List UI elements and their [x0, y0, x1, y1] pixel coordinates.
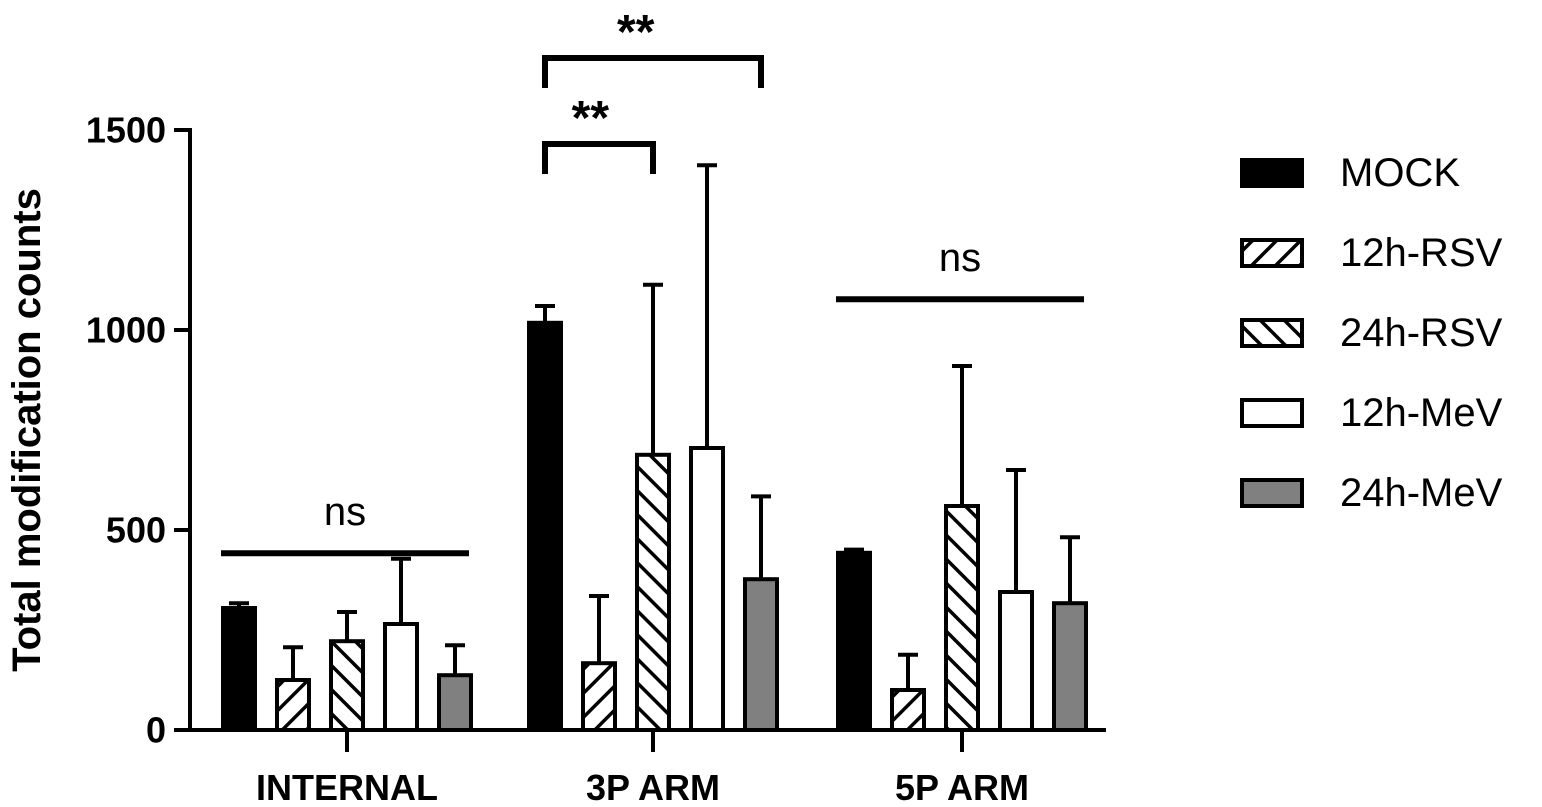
- y-tick-label: 1000: [86, 310, 166, 351]
- legend-label: 12h-RSV: [1340, 231, 1503, 275]
- significance-label: ns: [939, 236, 981, 280]
- legend-label: MOCK: [1340, 151, 1460, 195]
- legend-swatch: [1240, 318, 1304, 348]
- legend: MOCK 12h-RSV 24h-RSV 12h-MeV 24h-MeV: [1240, 151, 1503, 515]
- bar: [221, 606, 257, 732]
- legend-label: 24h-RSV: [1340, 311, 1503, 355]
- bar: [527, 320, 563, 732]
- legend-swatch: [1240, 478, 1304, 508]
- legend-swatch: [1240, 158, 1304, 188]
- y-tick-label: 1500: [86, 110, 166, 151]
- bar: [1052, 601, 1088, 733]
- y-axis-ticks: 0 500 1000 1500: [86, 110, 190, 751]
- significance-label: ns: [324, 490, 366, 534]
- legend-swatch: [1240, 238, 1304, 268]
- bar: [383, 622, 419, 732]
- bar: [998, 590, 1034, 732]
- legend-label: 24h-MeV: [1340, 471, 1503, 515]
- significance-bracket: [542, 141, 656, 174]
- legend-swatch: [1240, 398, 1304, 428]
- bar: [437, 673, 473, 733]
- significance-label: **: [617, 6, 655, 59]
- y-axis-label: Total modification counts: [5, 188, 49, 672]
- bar: [329, 639, 365, 733]
- bar: [743, 577, 779, 733]
- bar: [689, 446, 725, 732]
- significance-annotations: ns **** ns: [221, 6, 1084, 557]
- significance-label: **: [572, 92, 610, 145]
- bar: [836, 550, 872, 732]
- bar: [944, 504, 980, 732]
- x-tick-label: INTERNAL: [256, 767, 438, 807]
- x-tick-label: 5P ARM: [895, 767, 1029, 807]
- y-tick-label: 500: [106, 510, 166, 551]
- error-bars: [229, 163, 1080, 690]
- bar: [581, 661, 617, 733]
- bar: [275, 678, 311, 732]
- bar: [890, 688, 926, 732]
- bar: [635, 452, 671, 732]
- significance-bracket: [542, 55, 764, 88]
- x-tick-label: 3P ARM: [586, 767, 720, 807]
- y-tick-label: 0: [146, 710, 166, 751]
- legend-label: 12h-MeV: [1340, 391, 1503, 435]
- x-axis-ticks: INTERNAL 3P ARM 5P ARM: [256, 730, 1029, 807]
